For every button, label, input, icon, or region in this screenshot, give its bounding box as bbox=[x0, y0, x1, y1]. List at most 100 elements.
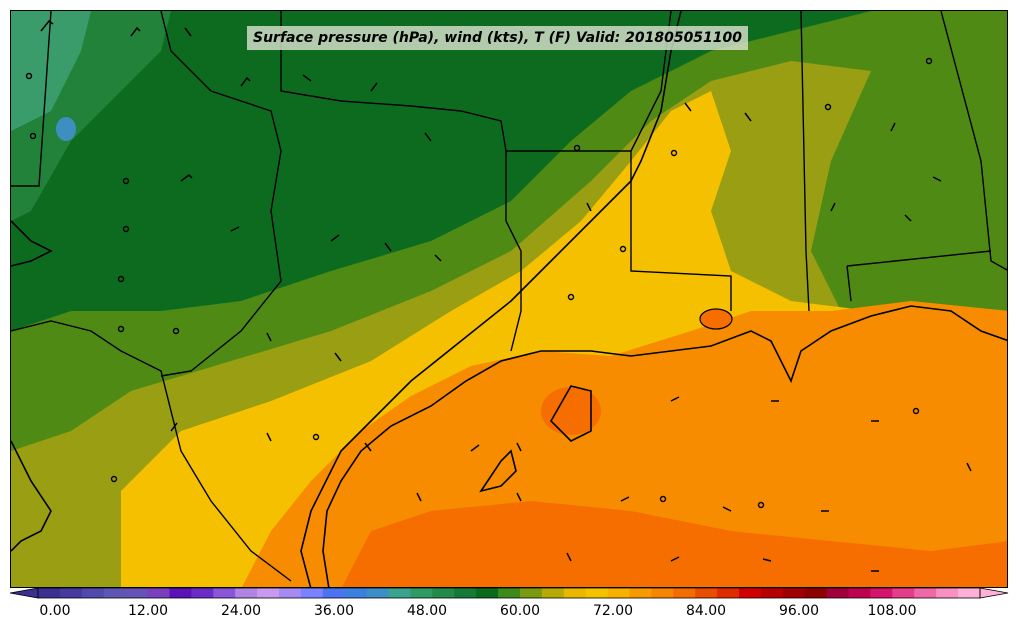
wind-barb bbox=[830, 202, 836, 212]
colorbar-segment bbox=[717, 588, 740, 598]
colorbar-segment bbox=[519, 588, 543, 598]
wind-barb bbox=[230, 226, 240, 232]
temperature-map bbox=[11, 11, 1007, 587]
colorbar-segment bbox=[103, 588, 127, 598]
colorbar-segment bbox=[585, 588, 609, 598]
wind-barb bbox=[966, 462, 972, 472]
map-panel: Surface pressure (hPa), wind (kts), T (F… bbox=[10, 10, 1008, 588]
wind-barbs bbox=[40, 19, 972, 572]
wind-barb bbox=[416, 492, 422, 502]
colorbar-segment bbox=[914, 588, 937, 598]
wind-barb bbox=[586, 202, 592, 212]
colorbar bbox=[9, 587, 1009, 599]
wind-barb bbox=[744, 112, 752, 122]
nw-teal-region bbox=[11, 11, 91, 131]
coastline bbox=[322, 305, 1007, 587]
wind-barb bbox=[434, 254, 442, 262]
colorbar-segment bbox=[541, 588, 565, 598]
state-border-nm-tx bbox=[11, 11, 52, 187]
colorbar-segment bbox=[169, 588, 192, 598]
pressure-contour bbox=[550, 385, 592, 442]
colorbar-segment bbox=[147, 588, 170, 598]
station-circle bbox=[122, 177, 130, 185]
station-circle bbox=[110, 475, 118, 483]
colorbar-segment bbox=[826, 588, 850, 598]
colorbar-segment bbox=[782, 588, 806, 598]
state-border-ar-la bbox=[506, 11, 672, 152]
station-circle bbox=[567, 293, 575, 301]
wind-barb bbox=[670, 396, 680, 402]
state-border-al-fl bbox=[846, 250, 992, 302]
state-border-ms-al bbox=[800, 11, 1007, 312]
wind-barb bbox=[130, 26, 141, 37]
wind-barb bbox=[184, 27, 192, 37]
colorbar-tick-label: 84.00 bbox=[685, 603, 727, 619]
station-circle bbox=[25, 72, 33, 80]
colorbar-segment bbox=[563, 588, 587, 598]
colorbar-segment bbox=[454, 588, 477, 598]
wind-barb bbox=[334, 352, 342, 362]
station-circle bbox=[670, 149, 678, 157]
station-circle bbox=[619, 245, 627, 253]
map-title: Surface pressure (hPa), wind (kts), T (F… bbox=[247, 26, 749, 50]
colorbar-segment bbox=[235, 588, 258, 598]
colorbar-segment bbox=[958, 588, 981, 598]
station-circle bbox=[312, 433, 320, 441]
wind-barb bbox=[722, 506, 732, 512]
colorbar-tick-label: 96.00 bbox=[778, 603, 820, 619]
station-circle bbox=[29, 132, 37, 140]
colorbar-segment bbox=[870, 588, 893, 598]
wind-barb bbox=[302, 74, 312, 82]
colorbar-outline bbox=[37, 587, 981, 599]
pressure-contour bbox=[300, 11, 682, 587]
station-circle bbox=[172, 327, 180, 335]
wind-barb bbox=[670, 556, 680, 562]
wind-barb bbox=[330, 234, 340, 242]
colorbar-tick-label: 48.00 bbox=[406, 603, 448, 619]
colorbar-segment bbox=[81, 588, 105, 598]
colorbar-segment bbox=[804, 588, 828, 598]
lake-patch bbox=[699, 308, 733, 330]
colorbar-segment bbox=[388, 588, 411, 598]
state-border-la-ms bbox=[505, 151, 732, 352]
wind-barb bbox=[170, 422, 178, 432]
colorbar-tick-label: 36.00 bbox=[313, 603, 355, 619]
wind-barb bbox=[566, 552, 572, 562]
gulf-deep-orange-patch bbox=[541, 387, 601, 435]
wind-barb bbox=[424, 132, 432, 142]
colorbar-segment bbox=[125, 588, 149, 598]
wind-barb bbox=[370, 82, 378, 92]
wind-barb bbox=[890, 122, 896, 132]
colorbar-segment bbox=[322, 588, 346, 598]
colorbar-segment bbox=[498, 588, 521, 598]
colorbar-segment bbox=[432, 588, 455, 598]
wind-barb bbox=[240, 76, 251, 87]
wind-barb bbox=[762, 558, 772, 562]
colorbar-segment bbox=[366, 588, 390, 598]
calm-stations bbox=[25, 57, 933, 509]
colorbar-tick-label: 24.00 bbox=[220, 603, 262, 619]
wind-barb bbox=[684, 102, 692, 112]
station-circle bbox=[117, 275, 125, 283]
colorbar-tick-label: 72.00 bbox=[592, 603, 634, 619]
wind-barb bbox=[904, 214, 912, 222]
wind-barb bbox=[470, 444, 480, 452]
gulf-deep-orange-south bbox=[342, 501, 1007, 587]
pressure-contour bbox=[479, 449, 517, 493]
wind-barb bbox=[364, 442, 372, 452]
colorbar-segment bbox=[607, 588, 630, 598]
colorbar-segment bbox=[936, 588, 959, 598]
colorbar-segment bbox=[278, 588, 302, 598]
colorbar-segment bbox=[848, 588, 871, 598]
colorbar-tick-label: 0.00 bbox=[39, 603, 71, 619]
colorbar-tick-label: 60.00 bbox=[499, 603, 541, 619]
wind-barb bbox=[40, 19, 54, 32]
colorbar-segment bbox=[213, 588, 236, 598]
station-circle bbox=[659, 495, 667, 503]
blue-spot bbox=[56, 117, 76, 141]
colorbar-segment bbox=[629, 588, 652, 598]
wind-barb bbox=[180, 174, 193, 182]
pressure-contour bbox=[11, 440, 52, 552]
station-circle bbox=[925, 57, 933, 65]
wind-barb bbox=[516, 442, 522, 452]
